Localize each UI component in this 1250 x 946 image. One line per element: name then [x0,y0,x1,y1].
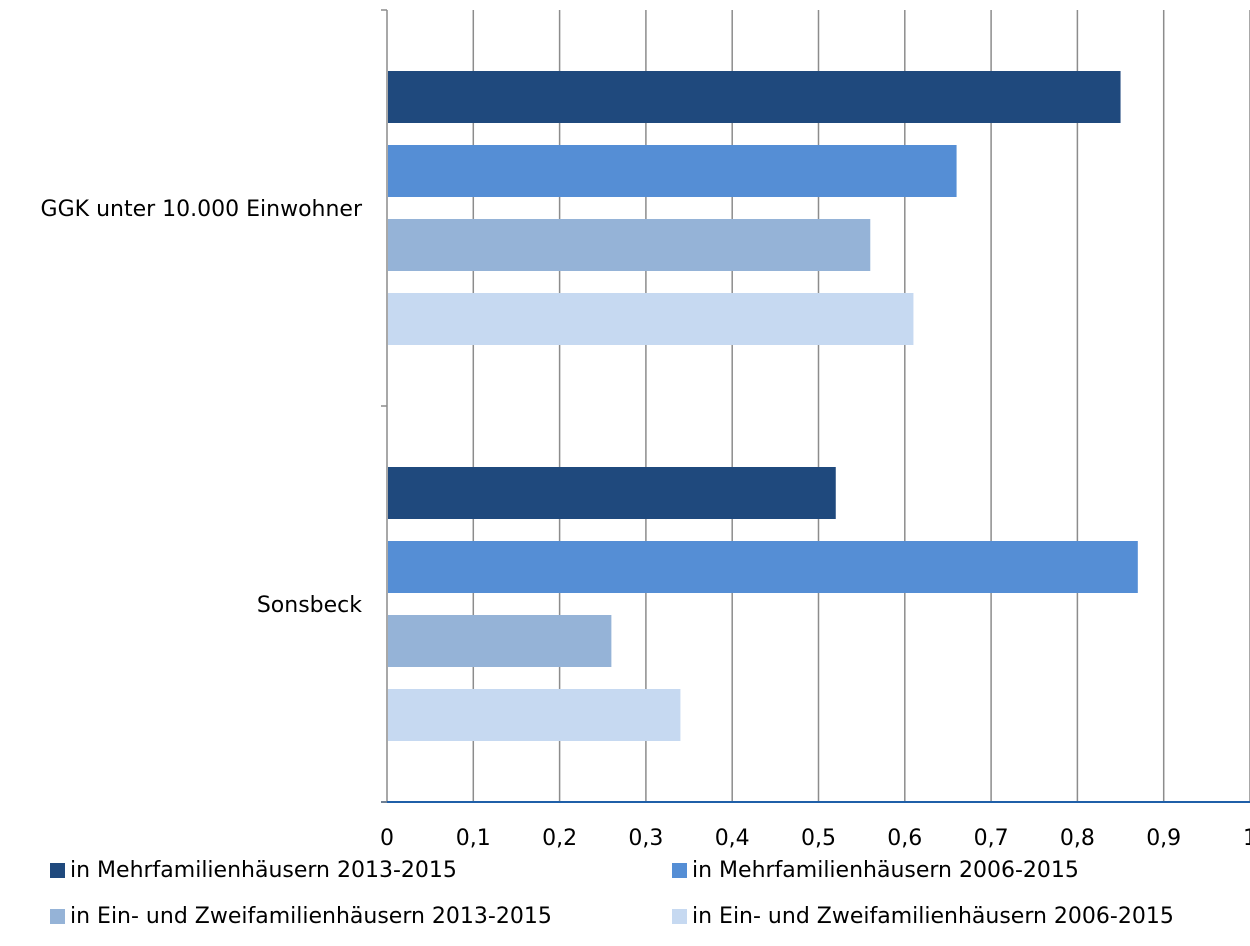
x-tick-label: 0,6 [887,826,922,851]
legend-label: in Mehrfamilienhäusern 2006-2015 [692,858,1079,883]
bar [388,71,1121,123]
x-tick-label: 0,8 [1060,826,1095,851]
legend-swatch [50,863,65,878]
x-tick-label: 0,5 [801,826,836,851]
bar [388,293,914,345]
legend: in Mehrfamilienhäusern 2013-2015 in Mehrf… [0,858,1250,946]
bars [388,71,1138,741]
axes [381,9,1250,803]
labels: 0 0,1 0,2 0,3 0,4 0,5 0,6 0,7 0,8 0,9 1 GGK unter 1… [41,197,1250,851]
x-tick-label: 0 [380,826,394,851]
x-tick-label: 0,3 [628,826,663,851]
legend-item: in Mehrfamilienhäusern 2006-2015 [672,858,1079,883]
bar [388,219,871,271]
bar [388,689,681,741]
x-tick-label: 0,2 [542,826,577,851]
x-tick-label: 0,9 [1146,826,1181,851]
bar [388,615,612,667]
bar-chart: 0 0,1 0,2 0,3 0,4 0,5 0,6 0,7 0,8 0,9 1 GGK unter 1… [41,9,1250,851]
legend-label: in Ein- und Zweifamilienhäusern 2013-201… [70,904,552,929]
legend-item: in Ein- und Zweifamilienhäusern 2006-201… [672,904,1174,929]
legend-swatch [50,909,65,924]
x-tick-label: 1 [1243,826,1250,851]
bar [388,541,1138,593]
x-tick-label: 0,7 [974,826,1009,851]
legend-label: in Mehrfamilienhäusern 2013-2015 [70,858,457,883]
grid-lines [472,10,1250,802]
legend-item: in Mehrfamilienhäusern 2013-2015 [50,858,457,883]
legend-label: in Ein- und Zweifamilienhäusern 2006-201… [692,904,1174,929]
legend-item: in Ein- und Zweifamilienhäusern 2013-201… [50,904,552,929]
x-tick-label: 0,1 [456,826,491,851]
bar [388,145,957,197]
legend-swatch [672,909,687,924]
category-label: Sonsbeck [257,593,362,618]
category-label: GGK unter 10.000 Einwohner [41,197,363,222]
legend-swatch [672,863,687,878]
x-tick-label: 0,4 [715,826,750,851]
bar [388,467,836,519]
